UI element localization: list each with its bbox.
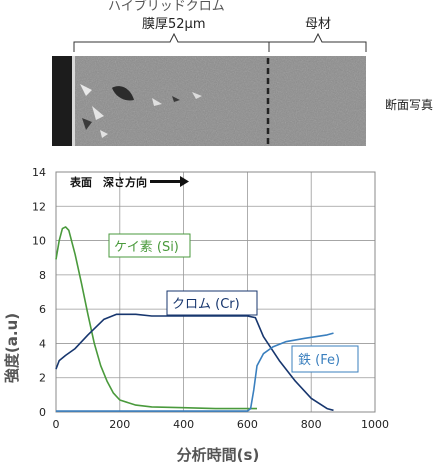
thickness-label: 膜厚52μm xyxy=(142,17,206,32)
depth-profile-chart: 0 2 4 6 8 10 12 14 0 200 400 600 800 1000 分析時間(s) 強度… xyxy=(3,166,389,464)
y-tick-label: 6 xyxy=(39,303,46,316)
x-tick-label: 1000 xyxy=(361,418,389,431)
hybrid-chrome-label: ハイブリッドクロム xyxy=(108,0,225,14)
base-material-label: 母材 xyxy=(305,17,332,32)
x-tick-label: 800 xyxy=(301,418,322,431)
depth-annotation: 表面 深さ方向 xyxy=(69,175,147,189)
series-line-si xyxy=(55,226,257,410)
cross-section-photo-label: 断面写真 xyxy=(385,98,434,112)
x-tick-label: 0 xyxy=(53,418,60,431)
y-tick-label: 12 xyxy=(32,200,46,213)
series-line-fe xyxy=(56,332,334,412)
legend-si-label: ケイ素 (Si) xyxy=(114,240,179,255)
legend-si-box xyxy=(108,233,191,258)
legend-cr-box xyxy=(166,290,258,316)
y-tick-label: 14 xyxy=(32,166,46,179)
legend-cr: クロム (Cr) xyxy=(166,290,258,316)
legend-fe-label: 鉄 (Fe) xyxy=(298,353,340,368)
series-line-cr xyxy=(55,313,334,412)
y-tick-label: 4 xyxy=(39,337,46,350)
cross-section-micrograph xyxy=(52,56,366,146)
depth-arrow-icon xyxy=(150,176,189,187)
legend-cr-label: クロム (Cr) xyxy=(172,297,240,312)
plot-frame xyxy=(55,171,376,413)
legend-si: ケイ素 (Si) xyxy=(108,233,191,258)
y-tick-label: 2 xyxy=(39,372,46,385)
legend-fe: 鉄 (Fe) xyxy=(291,345,359,373)
x-tick-label: 200 xyxy=(109,418,130,431)
y-axis-title: 強度(a.u) xyxy=(3,313,21,383)
x-axis-title: 分析時間(s) xyxy=(177,446,260,464)
y-tick-label: 8 xyxy=(39,269,46,282)
coating-bracket xyxy=(73,32,367,52)
legend-fe-box xyxy=(291,345,359,373)
y-tick-label: 0 xyxy=(39,406,46,419)
x-tick-label: 400 xyxy=(173,418,194,431)
y-tick-label: 10 xyxy=(32,235,46,248)
x-tick-label: 600 xyxy=(237,418,258,431)
